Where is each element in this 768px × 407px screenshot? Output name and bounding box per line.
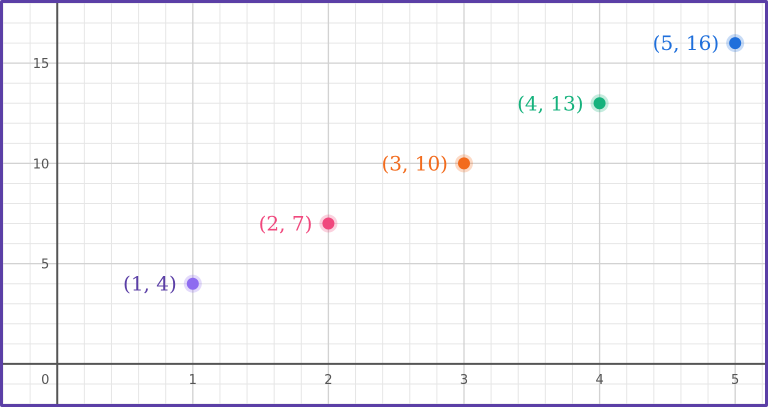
data-point xyxy=(729,37,742,50)
x-tick-label: 2 xyxy=(324,373,332,388)
axes xyxy=(3,3,765,404)
data-label: (3, 10) xyxy=(381,151,448,175)
tick-labels: 0 1 2 3 4 5 5 10 15 xyxy=(33,57,740,388)
point-labels: (1, 4) (2, 7) (3, 10) (4, 13) (5, 16) xyxy=(123,31,719,296)
scatter-plot: 0 1 2 3 4 5 5 10 15 (1, 4) (2, 7) (3, 10) (4, 13) (5… xyxy=(3,3,765,404)
x-tick-label: 5 xyxy=(731,373,739,388)
data-point xyxy=(457,157,470,170)
y-tick-label: 5 xyxy=(41,258,49,273)
x-tick-label: 4 xyxy=(595,373,603,388)
data-label: (1, 4) xyxy=(123,272,177,296)
x-tick-label: 3 xyxy=(460,373,468,388)
data-label: (4, 13) xyxy=(517,91,584,115)
data-points xyxy=(183,34,745,293)
y-tick-label: 15 xyxy=(33,57,50,72)
y-tick-label: 10 xyxy=(33,157,50,172)
data-point xyxy=(322,217,335,230)
data-point xyxy=(186,277,199,290)
data-label: (5, 16) xyxy=(653,31,720,55)
x-tick-label: 1 xyxy=(189,373,197,388)
data-point xyxy=(593,97,606,110)
x-tick-label: 0 xyxy=(41,373,49,388)
data-label: (2, 7) xyxy=(259,212,313,236)
